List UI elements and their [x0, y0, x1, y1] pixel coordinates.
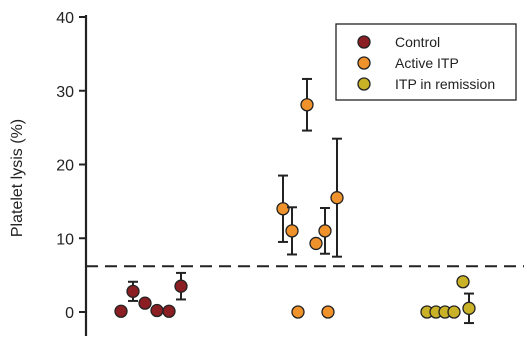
- legend-marker: [357, 77, 371, 91]
- data-point: [330, 191, 344, 205]
- data-point: [309, 236, 323, 251]
- data-point: [174, 279, 188, 293]
- data-point: [447, 305, 461, 319]
- data-point: [321, 305, 335, 319]
- plot-area: [86, 77, 524, 325]
- data-point: [150, 303, 164, 318]
- y-tick-label: 40: [56, 10, 74, 27]
- axes: 0 10 20 30 40: [56, 10, 88, 336]
- legend-marker: [357, 56, 371, 70]
- legend-label: Control: [395, 34, 440, 50]
- data-point: [114, 304, 128, 318]
- y-tick-label: 30: [56, 84, 74, 101]
- data-point: [462, 301, 476, 315]
- y-tick-label: 10: [56, 231, 74, 248]
- data-point: [126, 284, 140, 299]
- data-point: [456, 275, 470, 289]
- data-point: [300, 98, 314, 112]
- y-tick-label: 0: [65, 305, 74, 322]
- legend-label: Active ITP: [395, 55, 459, 71]
- data-point: [318, 224, 332, 238]
- data-point: [291, 305, 305, 319]
- data-point: [285, 224, 299, 238]
- legend: Control Active ITP ITP in remission: [335, 23, 517, 101]
- y-axis-label: Platelet lysis (%): [9, 119, 26, 237]
- data-point: [276, 202, 290, 216]
- data-point: [162, 304, 176, 318]
- y-tick-label: 20: [56, 158, 74, 175]
- data-point: [138, 296, 152, 310]
- legend-label: ITP in remission: [395, 76, 495, 92]
- legend-marker: [357, 35, 371, 49]
